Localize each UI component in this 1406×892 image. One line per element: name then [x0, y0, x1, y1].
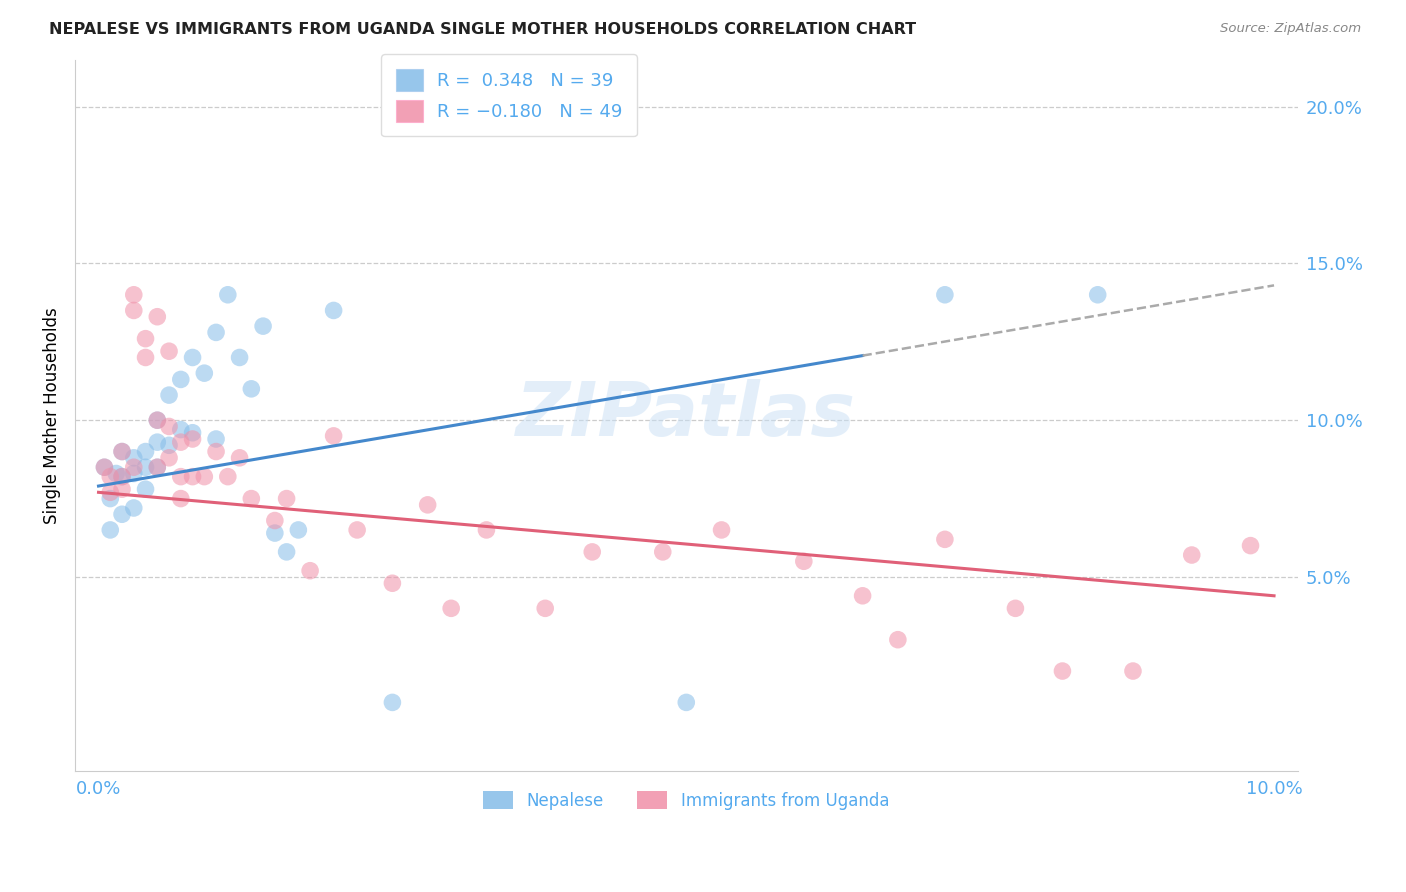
Point	[193, 366, 215, 380]
Point	[146, 435, 169, 450]
Point	[170, 372, 193, 386]
Point	[146, 413, 169, 427]
Point	[105, 467, 128, 481]
Point	[263, 514, 285, 528]
Point	[416, 498, 439, 512]
Point	[852, 589, 875, 603]
Point	[228, 450, 250, 465]
Point	[135, 444, 157, 458]
Point	[93, 460, 115, 475]
Point	[122, 500, 145, 515]
Point	[287, 523, 309, 537]
Point	[135, 482, 157, 496]
Point	[157, 388, 180, 402]
Point	[228, 351, 250, 365]
Point	[217, 287, 239, 301]
Point	[111, 469, 134, 483]
Point	[440, 601, 463, 615]
Point	[181, 351, 204, 365]
Point	[217, 469, 239, 483]
Point	[1122, 664, 1144, 678]
Point	[934, 533, 956, 547]
Point	[1239, 539, 1261, 553]
Point	[205, 444, 228, 458]
Point	[381, 576, 404, 591]
Point	[1087, 287, 1109, 301]
Point	[675, 695, 697, 709]
Point	[252, 319, 274, 334]
Point	[135, 332, 157, 346]
Point	[793, 554, 815, 568]
Point	[135, 460, 157, 475]
Point	[146, 310, 169, 324]
Point	[710, 523, 733, 537]
Point	[122, 467, 145, 481]
Legend: Nepalese, Immigrants from Uganda: Nepalese, Immigrants from Uganda	[477, 784, 896, 816]
Point	[122, 287, 145, 301]
Point	[193, 469, 215, 483]
Point	[157, 419, 180, 434]
Point	[157, 344, 180, 359]
Y-axis label: Single Mother Households: Single Mother Households	[44, 307, 60, 524]
Text: Source: ZipAtlas.com: Source: ZipAtlas.com	[1220, 22, 1361, 36]
Point	[170, 435, 193, 450]
Point	[381, 695, 404, 709]
Point	[98, 485, 121, 500]
Point	[299, 564, 322, 578]
Point	[111, 444, 134, 458]
Point	[276, 545, 298, 559]
Point	[887, 632, 910, 647]
Point	[98, 523, 121, 537]
Point	[263, 526, 285, 541]
Point	[1052, 664, 1074, 678]
Point	[651, 545, 673, 559]
Point	[122, 460, 145, 475]
Point	[181, 469, 204, 483]
Point	[346, 523, 368, 537]
Point	[276, 491, 298, 506]
Point	[98, 469, 121, 483]
Point	[111, 508, 134, 522]
Point	[122, 450, 145, 465]
Point	[475, 523, 498, 537]
Point	[240, 382, 263, 396]
Point	[534, 601, 557, 615]
Point	[170, 491, 193, 506]
Point	[322, 429, 344, 443]
Point	[1004, 601, 1026, 615]
Point	[581, 545, 603, 559]
Point	[205, 432, 228, 446]
Point	[1181, 548, 1204, 562]
Point	[205, 326, 228, 340]
Point	[146, 460, 169, 475]
Point	[240, 491, 263, 506]
Point	[122, 303, 145, 318]
Point	[170, 423, 193, 437]
Point	[111, 482, 134, 496]
Point	[157, 438, 180, 452]
Point	[181, 432, 204, 446]
Point	[146, 413, 169, 427]
Point	[322, 303, 344, 318]
Point	[98, 491, 121, 506]
Text: ZIPatlas: ZIPatlas	[516, 379, 856, 452]
Point	[157, 450, 180, 465]
Point	[111, 444, 134, 458]
Point	[181, 425, 204, 440]
Point	[146, 460, 169, 475]
Point	[934, 287, 956, 301]
Point	[170, 469, 193, 483]
Point	[111, 469, 134, 483]
Text: NEPALESE VS IMMIGRANTS FROM UGANDA SINGLE MOTHER HOUSEHOLDS CORRELATION CHART: NEPALESE VS IMMIGRANTS FROM UGANDA SINGL…	[49, 22, 917, 37]
Point	[93, 460, 115, 475]
Point	[135, 351, 157, 365]
